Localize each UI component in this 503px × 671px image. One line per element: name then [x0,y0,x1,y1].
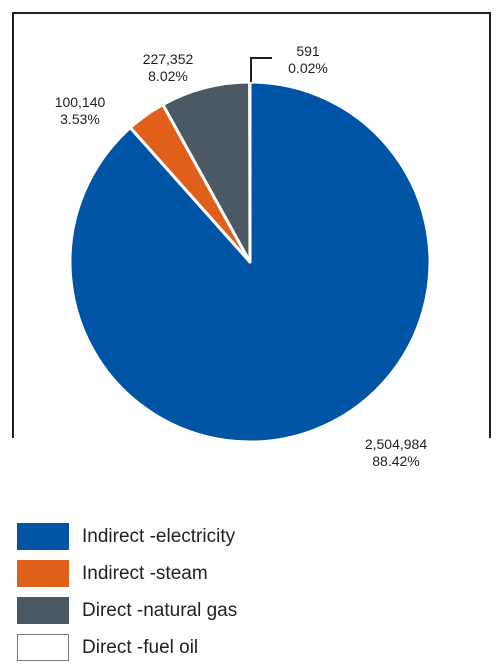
leader-line-fuel-oil [250,57,272,82]
legend-label-natural-gas: Direct -natural gas [82,599,238,621]
legend-item-steam: Indirect -steam [17,560,237,587]
legend-label-fuel-oil: Direct -fuel oil [82,636,199,658]
legend-swatch-natural-gas [17,597,69,624]
percent-label-natural-gas: 8.02% [148,68,188,84]
value-label-fuel-oil: 591 [296,43,320,59]
value-label-electricity: 2,504,984 [365,436,427,452]
percent-label-steam: 3.53% [60,111,100,127]
frame-border [12,12,491,438]
legend-item-natural-gas: Direct -natural gas [17,597,237,624]
legend-swatch-electricity [17,523,69,550]
legend-swatch-fuel-oil [17,634,69,661]
pie-slice-natural-gas [161,80,252,264]
value-label-natural-gas: 227,352 [143,51,194,67]
legend-item-electricity: Indirect -electricity [17,523,237,550]
value-label-steam: 100,140 [55,94,106,110]
percent-label-electricity: 88.42% [372,453,419,469]
legend-label-electricity: Indirect -electricity [82,525,236,547]
legend-label-steam: Indirect -steam [82,562,208,584]
legend-item-fuel-oil: Direct -fuel oil [17,634,237,661]
legend-swatch-steam [17,560,69,587]
legend: Indirect -electricity Indirect -steam Di… [17,523,237,671]
percent-label-fuel-oil: 0.02% [288,60,328,76]
